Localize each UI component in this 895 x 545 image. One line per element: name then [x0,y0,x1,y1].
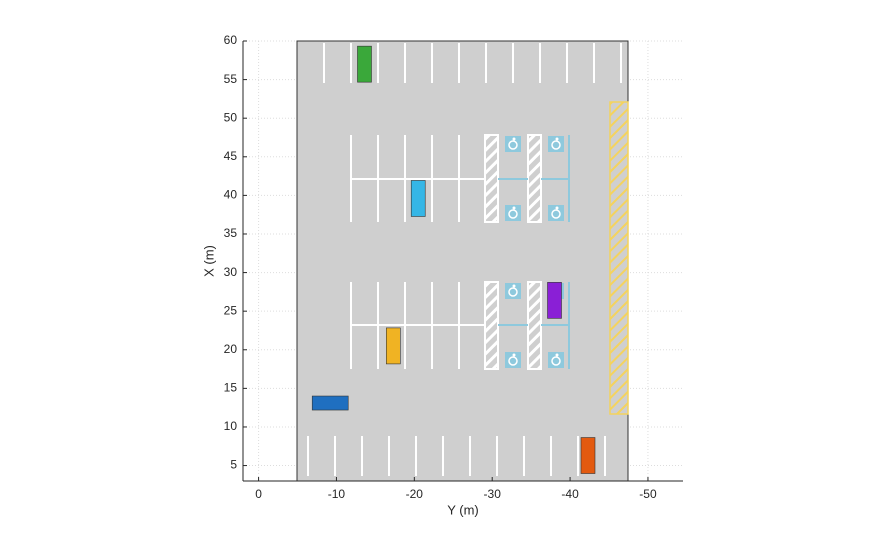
accessible-icon [505,205,521,221]
y-tick-label: 20 [224,342,238,356]
accessible-icon [508,356,518,366]
y-tick-label: 25 [224,303,238,317]
x-tick-label: -10 [328,487,346,501]
hatched-aisle [484,281,499,370]
no-parking-zone [609,101,629,415]
accessible-icon [512,353,516,357]
vehicle [410,180,426,217]
accessible-icon [551,356,561,366]
y-axis-label: X (m) [201,245,216,277]
accessible-icon [505,136,521,152]
y-tick-label: 35 [224,226,238,240]
vehicle [547,282,562,319]
accessible-icon [505,283,521,299]
hatched-aisle [484,134,499,223]
x-tick-label: -50 [639,487,657,501]
accessible-icon [508,209,518,219]
accessible-icon [555,353,559,357]
y-tick-label: 45 [224,149,238,163]
accessible-icon [512,137,516,141]
accessible-icon [551,209,561,219]
y-tick-label: 10 [224,419,238,433]
parking-lot [296,40,629,482]
accessible-icon [548,205,564,221]
y-tick-label: 30 [224,265,238,279]
x-tick-label: 0 [255,487,262,501]
accessible-icon [555,137,559,141]
y-tick-label: 50 [224,110,238,124]
y-tick-label: 40 [224,188,238,202]
hatched-aisle [527,134,542,223]
lot-surface [296,40,629,482]
y-tick-label: 5 [230,458,237,472]
vehicle [580,437,596,474]
x-tick-label: -20 [406,487,424,501]
hatched-aisle [527,281,542,370]
accessible-icon [551,140,561,150]
y-tick-label: 15 [224,381,238,395]
x-tick-label: -40 [561,487,579,501]
accessible-icon [508,140,518,150]
x-axis-label: Y (m) [447,502,479,517]
y-tick-label: 55 [224,72,238,86]
accessible-icon [555,206,559,210]
vehicles [311,45,596,474]
y-tick-label: 60 [224,33,238,47]
vehicle [386,327,401,365]
accessible-icon [505,352,521,368]
accessible-icon [548,136,564,152]
vehicle [357,45,372,83]
accessible-icon [512,206,516,210]
accessible-icon [548,352,564,368]
vehicle [311,395,349,411]
accessible-icon [512,284,516,288]
x-tick-label: -30 [484,487,502,501]
accessible-icon [508,287,518,297]
